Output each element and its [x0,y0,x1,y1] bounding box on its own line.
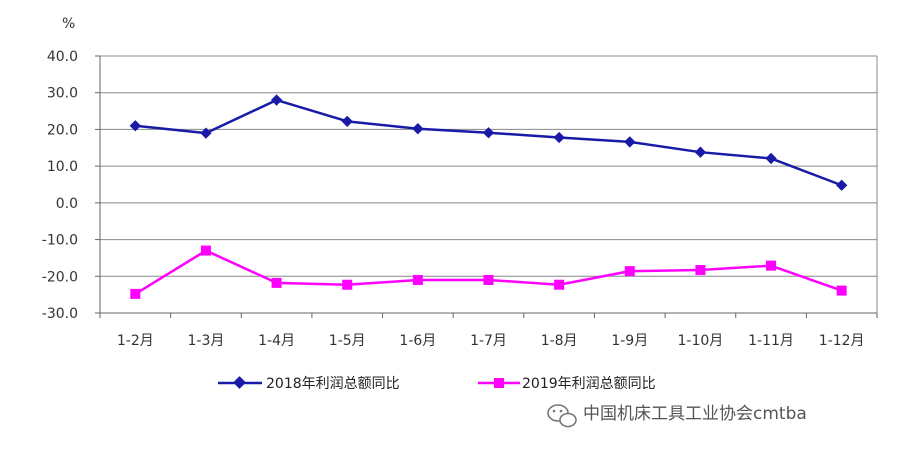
x-tick-label: 1-7月 [470,333,507,349]
y-tick-label: 0.0 [56,196,78,212]
legend-label-2019: 2019年利润总额同比 [522,376,656,392]
series-line [135,98,843,187]
legend-marker-2018 [233,376,246,389]
data-point [482,127,495,139]
data-point [836,179,848,191]
data-point [554,279,565,290]
grid-lines [100,55,878,314]
series-2018 [129,94,848,191]
data-point [624,266,635,277]
x-tick-label: 1-5月 [329,333,366,349]
series-line [134,249,843,295]
data-point [624,136,636,148]
legend-label-2018: 2018年利润总额同比 [266,376,400,392]
data-point [342,279,353,290]
x-tick-label: 1-6月 [399,333,436,349]
y-axis: 40.0 30.0 20.0 10.0 0.0 -10.0 -20.0 -30.0 [42,49,101,322]
data-point [271,277,282,288]
legend-item-2018: 2018年利润总额同比 [218,376,400,392]
x-tick-label: 1-9月 [611,333,648,349]
data-point [694,146,707,158]
data-point [766,260,777,271]
x-axis: 1-2月 1-3月 1-4月 1-5月 1-6月 1-7月 1-8月 1-9月 1-10月 1-1… [99,312,878,349]
watermark-text: 中国机床工具工业协会cmtba [583,404,807,424]
unit-label: % [62,16,75,32]
series-2019 [130,245,847,299]
x-tick-label: 1-3月 [188,333,225,349]
data-point [341,115,353,128]
x-tick-label: 1-11月 [748,333,794,349]
legend: 2018年利润总额同比 2019年利润总额同比 [218,376,656,392]
y-tick-label: -30.0 [42,306,78,322]
y-tick-label: 30.0 [47,86,78,102]
data-point [200,245,211,256]
data-point [270,94,283,106]
legend-item-2019: 2019年利润总额同比 [478,376,656,392]
x-tick-label: 1-2月 [117,333,154,349]
data-point [130,288,141,299]
x-tick-label: 1-10月 [678,333,724,349]
watermark: 中国机床工具工业协会cmtba [547,404,807,428]
x-tick-label: 1-12月 [819,333,865,349]
data-point [553,131,565,144]
wechat-icon [547,404,577,428]
y-tick-label: -20.0 [42,269,78,285]
data-point [765,152,777,165]
data-point [836,285,847,296]
y-tick-label: 10.0 [47,159,78,175]
data-point [695,265,706,276]
x-tick-label: 1-4月 [258,333,295,349]
data-point [200,127,212,139]
data-point [412,274,423,285]
legend-marker-2019 [494,378,504,388]
series-layer [129,94,848,299]
y-tick-label: -10.0 [42,233,78,249]
y-tick-label: 40.0 [47,49,78,65]
data-point [412,123,424,135]
x-tick-label: 1-8月 [541,333,578,349]
data-point [483,274,494,285]
y-tick-label: 20.0 [47,122,78,138]
